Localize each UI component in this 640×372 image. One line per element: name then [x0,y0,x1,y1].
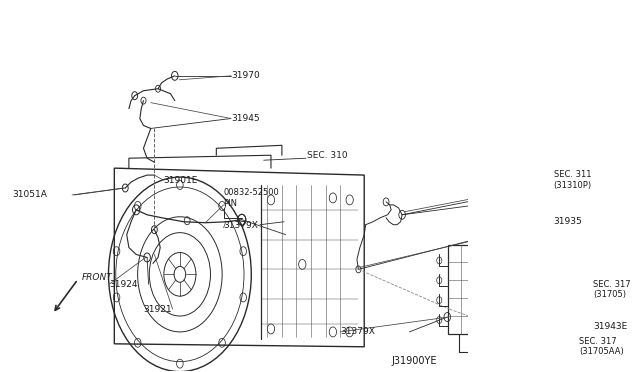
Text: SEC. 311
(31310P): SEC. 311 (31310P) [554,170,592,190]
Text: 31943E: 31943E [593,323,627,331]
Text: SEC. 317
(31705AA): SEC. 317 (31705AA) [579,337,624,356]
Text: 31379X: 31379X [340,327,375,336]
Text: 31945: 31945 [231,114,259,123]
Text: 31379X: 31379X [223,221,259,230]
Text: 31921: 31921 [143,305,172,314]
Text: 31970: 31970 [231,71,260,80]
Text: 31051A: 31051A [12,190,47,199]
Text: 31935: 31935 [554,217,582,226]
Text: 00832-52500
PIN: 00832-52500 PIN [223,188,279,208]
Text: SEC. 317
(31705): SEC. 317 (31705) [593,279,630,299]
Text: J31900YE: J31900YE [391,356,436,366]
Text: FRONT: FRONT [81,273,112,282]
Text: 31901E: 31901E [163,176,198,185]
Text: SEC. 310: SEC. 310 [307,151,348,160]
Text: 31924: 31924 [109,280,138,289]
